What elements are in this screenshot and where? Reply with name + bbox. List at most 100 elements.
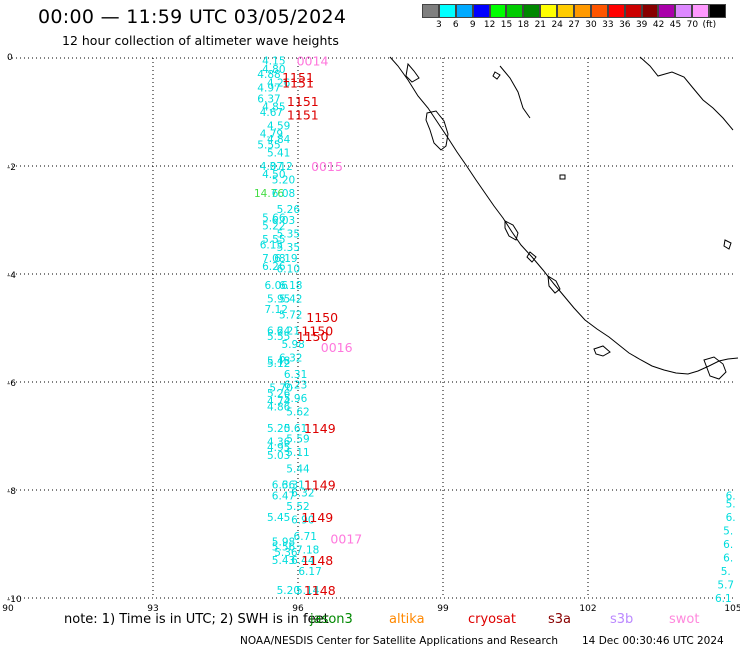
legend-swatch — [692, 4, 710, 18]
swh-value: 6. — [723, 539, 733, 551]
swh-value: 4.79 — [260, 129, 283, 141]
swh-value: 6.06 — [265, 280, 289, 292]
legend-label: 15 — [500, 20, 513, 30]
legend-label: 45 — [669, 20, 682, 30]
legend-label: 12 — [483, 20, 496, 30]
legend-swatch — [675, 4, 693, 18]
nias-island — [425, 110, 449, 151]
swh-value: 6.21 — [277, 326, 300, 338]
swh-points: 4.154.804.884.264.976.374.854.67 4.594.79… — [254, 56, 736, 605]
pass-time-label: 1148 — [301, 553, 333, 568]
swh-value: 5.20 — [267, 423, 290, 435]
swh-value: 4.74 — [267, 396, 291, 408]
swh-value: 5.12 — [267, 358, 290, 370]
page-title: 00:00 — 11:59 UTC 03/05/2024 — [38, 6, 347, 28]
legend-label: 3 — [436, 20, 442, 30]
swh-value: 4.88 — [257, 69, 280, 81]
swh-value: 5.59 — [286, 434, 309, 446]
pass-time-label: 0016 — [321, 340, 353, 355]
swh-value: 5.52 — [286, 501, 309, 513]
swh-value: 3.12 — [269, 161, 292, 173]
x-tick-label: 93 — [147, 604, 158, 612]
swh-value: 5.66 — [262, 212, 286, 224]
swh-value: 5. — [723, 526, 733, 538]
swh-value: 6.71 — [294, 531, 317, 543]
swh-value: 6.90 — [291, 515, 314, 527]
swh-value: 4.95 — [267, 442, 290, 454]
swh-value: 6.24 — [267, 326, 291, 338]
swh-value: 4.50 — [262, 169, 285, 181]
y-tick-label: 0 — [7, 53, 13, 63]
legend-labels: 3 6 9 12 15 18 21 24 27 30 33 36 39 42 45 70 (ft) — [422, 18, 726, 32]
small-island-1 — [559, 174, 566, 180]
swh-value: 4.15 — [262, 56, 285, 68]
sumatra-coastline — [389, 56, 739, 375]
legend-label: 9 — [469, 20, 476, 30]
legend-label: 39 — [635, 20, 648, 30]
swh-value: 5.35 — [277, 229, 300, 241]
swh-value: 5.26 — [277, 204, 301, 216]
swh-value: 5.36 — [274, 547, 298, 559]
swh-value: 6.31 — [281, 480, 304, 492]
swh-value: 6.08 — [272, 188, 295, 200]
swh-value: 5.14 — [296, 585, 320, 597]
legend-swatch — [574, 4, 591, 18]
x-tick-label: 105 — [724, 604, 740, 612]
swh-value: 4.67 — [260, 107, 283, 119]
swh-value: 4.97 — [257, 83, 280, 95]
legend-label: 70 — [686, 20, 699, 30]
x-tick-label: 90 — [2, 604, 14, 612]
legend-swatch — [624, 4, 642, 18]
satellite-s3b: s3b — [610, 612, 634, 627]
satellite-altika: altika — [389, 612, 425, 627]
pass-time-label: 1149 — [304, 421, 336, 436]
swh-value: 6.31 — [284, 369, 307, 381]
swh-value: 5.7 — [717, 580, 734, 592]
y-tick-label: -8 — [7, 487, 16, 497]
swh-value: 5.42 — [279, 293, 302, 305]
swh-value: 4.84 — [267, 134, 291, 146]
swh-value: 5.11 — [286, 447, 309, 459]
swh-value: 6. — [726, 512, 736, 524]
y-tick-label: -2 — [7, 163, 16, 173]
satellite-jason3: jason3 — [310, 612, 353, 627]
siberut-island — [504, 220, 519, 241]
swh-value: 5.20 — [272, 175, 295, 187]
legend-swatch — [489, 4, 507, 18]
sipora-island — [526, 251, 537, 263]
swh-value: 5.26 — [267, 388, 291, 400]
swh-value: 6.32 — [279, 353, 302, 365]
pass-time-label: 0017 — [330, 532, 362, 547]
pass-time-label: 0015 — [311, 159, 343, 174]
pass-time-label: 1149 — [304, 478, 336, 493]
pagai-island — [547, 275, 561, 294]
x-tick-label: 96 — [292, 604, 304, 612]
pass-time-label: 1150 — [306, 310, 338, 325]
simeulue-island — [405, 62, 420, 83]
swh-value: 4.80 — [262, 64, 285, 76]
y-tick-label: -6 — [7, 379, 16, 389]
swh-value: 5.55 — [262, 234, 285, 246]
swh-value: 5.72 — [279, 310, 302, 322]
swh-value: 5.41 — [267, 148, 290, 160]
legend-label: 21 — [534, 20, 547, 30]
small-island-2 — [492, 71, 501, 80]
swh-value: 5.22 — [262, 220, 285, 232]
swh-value: 6.47 — [272, 490, 295, 502]
swh-value: 5. — [721, 566, 731, 578]
swh-value: 5.95 — [267, 293, 290, 305]
java-west-coast — [703, 356, 727, 380]
legend-label: (ft) — [702, 20, 717, 30]
pass-time-label: 1149 — [301, 510, 333, 525]
swh-value: 5.35 — [277, 242, 300, 254]
pass-time-label: 1151 — [287, 94, 319, 109]
credit-text: NOAA/NESDIS Center for Satellite Applica… — [240, 635, 558, 647]
swh-value: 6.44 — [291, 555, 315, 567]
swh-value: 7.18 — [296, 544, 319, 556]
legend-swatch — [455, 4, 473, 18]
swh-value: 4.36 — [267, 436, 291, 448]
enggano-island — [593, 345, 611, 357]
axis-ticks: 90 93 96 99 102 105 0 -2 -4 -6 -8 -10 — [2, 53, 740, 612]
pass-time-label: 1151 — [282, 70, 314, 85]
swh-value: 7.08 — [262, 253, 285, 265]
